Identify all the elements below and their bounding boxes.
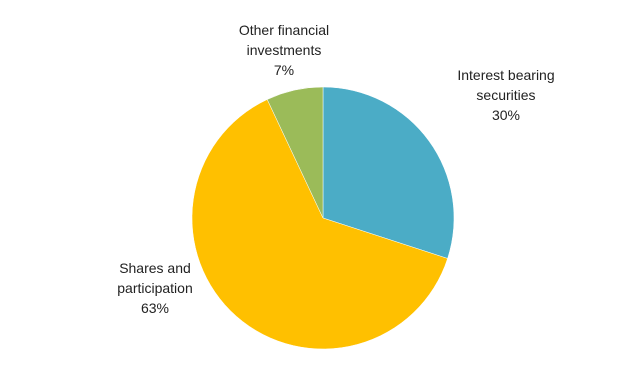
value-label: 7% — [273, 62, 295, 78]
category-label: Shares and participation — [117, 260, 193, 296]
pie-slice — [266, 86, 324, 219]
pie-slice — [322, 86, 455, 259]
value-label: 63% — [140, 300, 170, 316]
slice-label: Interest bearing securities 30% — [446, 65, 566, 125]
value-label: 30% — [491, 107, 521, 123]
category-label: Interest bearing securities — [457, 67, 555, 103]
category-label: Other financial investments — [238, 22, 330, 58]
pie-slice — [191, 99, 448, 350]
slice-label: Other financial investments 7% — [226, 20, 342, 80]
slice-label: Shares and participation 63% — [105, 258, 205, 318]
